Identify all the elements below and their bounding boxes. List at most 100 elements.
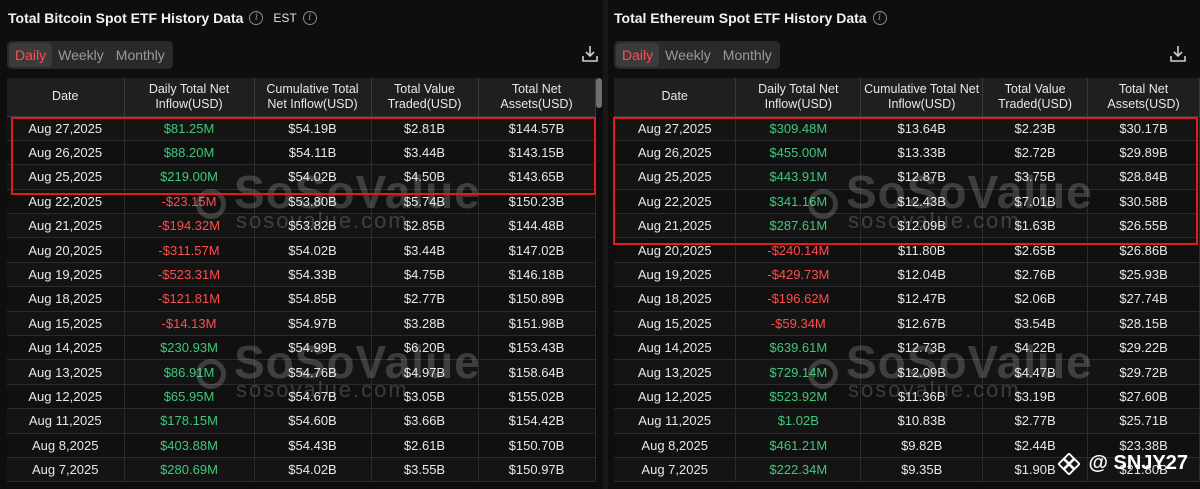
column-header-cumulative-inflow[interactable]: Cumulative Total Net Inflow(USD) (860, 78, 984, 117)
cell-cumulative-inflow: $12.87B (860, 164, 984, 190)
column-header-date[interactable]: Date (614, 78, 737, 117)
eth-history-table: Date Daily Total Net Inflow(USD) Cumulat… (614, 78, 1200, 483)
table-row[interactable]: Aug 15,2025 -$59.34M $12.67B $3.54B $28.15B (614, 311, 1200, 337)
cell-net-assets: $28.15B (1087, 311, 1200, 337)
cell-daily-inflow: -$311.57M (124, 237, 255, 263)
column-header-date[interactable]: Date (7, 78, 125, 117)
table-row[interactable]: Aug 12,2025 $523.92M $11.36B $3.19B $27.60B (614, 384, 1200, 410)
cell-date: Aug 12,2025 (614, 384, 737, 410)
table-row[interactable]: Aug 8,2025 $461.21M $9.82B $2.44B $23.38B (614, 433, 1200, 458)
table-row[interactable]: Aug 19,2025 -$523.31M $54.33B $4.75B $146.18… (7, 262, 596, 288)
column-header-net-assets[interactable]: Total Net Assets(USD) (478, 78, 596, 117)
column-header-daily-inflow[interactable]: Daily Total Net Inflow(USD) (735, 78, 862, 117)
tab-monthly[interactable]: Monthly (115, 47, 165, 63)
cell-cumulative-inflow: $54.02B (254, 237, 372, 263)
table-row[interactable]: Aug 18,2025 -$196.62M $12.47B $2.06B $27.74B (614, 286, 1200, 312)
column-header-daily-inflow[interactable]: Daily Total Net Inflow(USD) (124, 78, 255, 117)
table-row[interactable]: Aug 14,2025 $230.93M $54.99B $6.20B $153.43B (7, 335, 596, 361)
cell-daily-inflow: $729.14M (735, 359, 862, 385)
table-row[interactable]: Aug 11,2025 $1.02B $10.83B $2.77B $25.71B (614, 408, 1200, 434)
tab-weekly[interactable]: Weekly (665, 47, 711, 63)
table-row[interactable]: Aug 15,2025 -$14.13M $54.97B $3.28B $151.98B (7, 311, 596, 337)
info-icon[interactable]: i (302, 11, 317, 25)
table-row[interactable]: Aug 14,2025 $639.61M $12.73B $4.22B $29.22B (614, 335, 1200, 361)
cell-date: Aug 25,2025 (7, 164, 125, 190)
table-row[interactable]: Aug 11,2025 $178.15M $54.60B $3.66B $154.42B (7, 408, 596, 434)
cell-cumulative-inflow: $54.76B (254, 359, 372, 385)
cell-net-assets: $143.65B (478, 164, 596, 190)
column-header-value-traded[interactable]: Total Value Traded(USD) (371, 78, 479, 117)
scrollbar[interactable] (596, 78, 602, 108)
info-icon[interactable]: i (249, 11, 264, 25)
table-row[interactable]: Aug 19,2025 -$429.73M $12.04B $2.76B $25.93B (614, 262, 1200, 288)
tab-daily[interactable]: Daily (616, 43, 660, 67)
info-icon[interactable]: i (872, 11, 887, 25)
table-row[interactable]: Aug 13,2025 $86.91M $54.76B $4.97B $158.64B (7, 359, 596, 385)
cell-net-assets: $150.89B (478, 286, 596, 312)
table-row[interactable]: Aug 13,2025 $729.14M $12.09B $4.47B $29.72B (614, 359, 1200, 385)
table-row[interactable]: Aug 18,2025 -$121.81M $54.85B $2.77B $150.89… (7, 286, 596, 312)
table-row[interactable]: Aug 21,2025 -$194.32M $53.82B $2.85B $144.48… (7, 213, 596, 239)
cell-value-traded: $3.05B (371, 384, 479, 410)
cell-date: Aug 19,2025 (614, 262, 737, 288)
column-header-value-traded[interactable]: Total Value Traded(USD) (982, 78, 1089, 117)
cell-net-assets: $155.02B (478, 384, 596, 410)
table-row[interactable]: Aug 7,2025 $280.69M $54.02B $3.55B $150.97B (7, 457, 596, 483)
cell-daily-inflow: $523.92M (735, 384, 862, 410)
cell-value-traded: $3.55B (371, 457, 479, 483)
cell-date: Aug 26,2025 (7, 140, 125, 166)
cell-net-assets: $27.60B (1087, 384, 1200, 410)
cell-daily-inflow: -$14.13M (124, 311, 255, 337)
cell-value-traded: $3.75B (982, 164, 1089, 190)
table-row[interactable]: Aug 27,2025 $309.48M $13.64B $2.23B $30.17B (614, 116, 1200, 141)
table-body: Aug 27,2025 $81.25M $54.19B $2.81B $144.57B A… (7, 116, 596, 483)
table-row[interactable]: Aug 20,2025 -$240.14M $11.80B $2.65B $26.86B (614, 237, 1200, 263)
cell-daily-inflow: $178.15M (124, 408, 255, 434)
cell-value-traded: $5.74B (371, 189, 479, 215)
column-header-cumulative-inflow[interactable]: Cumulative Total Net Inflow(USD) (254, 78, 372, 117)
cell-net-assets: $144.57B (478, 116, 596, 141)
table-row[interactable]: Aug 27,2025 $81.25M $54.19B $2.81B $144.57B (7, 116, 596, 141)
cell-cumulative-inflow: $54.43B (254, 433, 372, 458)
cell-net-assets: $150.70B (478, 433, 596, 458)
table-row[interactable]: Aug 20,2025 -$311.57M $54.02B $3.44B $147.02… (7, 237, 596, 263)
tab-weekly[interactable]: Weekly (58, 47, 104, 63)
cell-cumulative-inflow: $54.19B (254, 116, 372, 141)
tab-daily[interactable]: Daily (9, 43, 53, 67)
download-icon[interactable] (580, 44, 600, 64)
table-row[interactable]: Aug 21,2025 $287.61M $12.09B $1.63B $26.55B (614, 213, 1200, 239)
cell-date: Aug 22,2025 (614, 189, 737, 215)
table-row[interactable]: Aug 22,2025 -$23.15M $53.80B $5.74B $150.23B (7, 189, 596, 215)
table-row[interactable]: Aug 26,2025 $88.20M $54.11B $3.44B $143.15B (7, 140, 596, 166)
cell-date: Aug 8,2025 (614, 433, 737, 458)
cell-net-assets: $143.15B (478, 140, 596, 166)
cell-date: Aug 21,2025 (614, 213, 737, 239)
cell-daily-inflow: -$429.73M (735, 262, 862, 288)
cell-cumulative-inflow: $12.73B (860, 335, 984, 361)
table-row[interactable]: Aug 25,2025 $443.91M $12.87B $3.75B $28.84B (614, 164, 1200, 190)
table-row[interactable]: Aug 7,2025 $222.34M $9.35B $1.90B $21.80B (614, 457, 1200, 483)
period-tabs: Daily Weekly Monthly (7, 41, 173, 69)
cell-value-traded: $4.47B (982, 359, 1089, 385)
cell-daily-inflow: $403.88M (124, 433, 255, 458)
cell-net-assets: $30.17B (1087, 116, 1200, 141)
table-row[interactable]: Aug 12,2025 $65.95M $54.67B $3.05B $155.02B (7, 384, 596, 410)
table-row[interactable]: Aug 25,2025 $219.00M $54.02B $4.50B $143.65B (7, 164, 596, 190)
cell-value-traded: $3.54B (982, 311, 1089, 337)
table-row[interactable]: Aug 22,2025 $341.16M $12.43B $7.01B $30.58B (614, 189, 1200, 215)
cell-cumulative-inflow: $54.67B (254, 384, 372, 410)
cell-net-assets: $153.43B (478, 335, 596, 361)
table-row[interactable]: Aug 26,2025 $455.00M $13.33B $2.72B $29.89B (614, 140, 1200, 166)
table-row[interactable]: Aug 8,2025 $403.88M $54.43B $2.61B $150.70B (7, 433, 596, 458)
cell-daily-inflow: $443.91M (735, 164, 862, 190)
cell-daily-inflow: $309.48M (735, 116, 862, 141)
cell-cumulative-inflow: $12.43B (860, 189, 984, 215)
cell-net-assets: $28.84B (1087, 164, 1200, 190)
cell-value-traded: $2.06B (982, 286, 1089, 312)
tab-monthly[interactable]: Monthly (722, 47, 772, 63)
cell-daily-inflow: $461.21M (735, 433, 862, 458)
cell-value-traded: $2.81B (371, 116, 479, 141)
cell-date: Aug 13,2025 (614, 359, 737, 385)
download-icon[interactable] (1168, 44, 1188, 64)
column-header-net-assets[interactable]: Total Net Assets(USD) (1087, 78, 1200, 117)
